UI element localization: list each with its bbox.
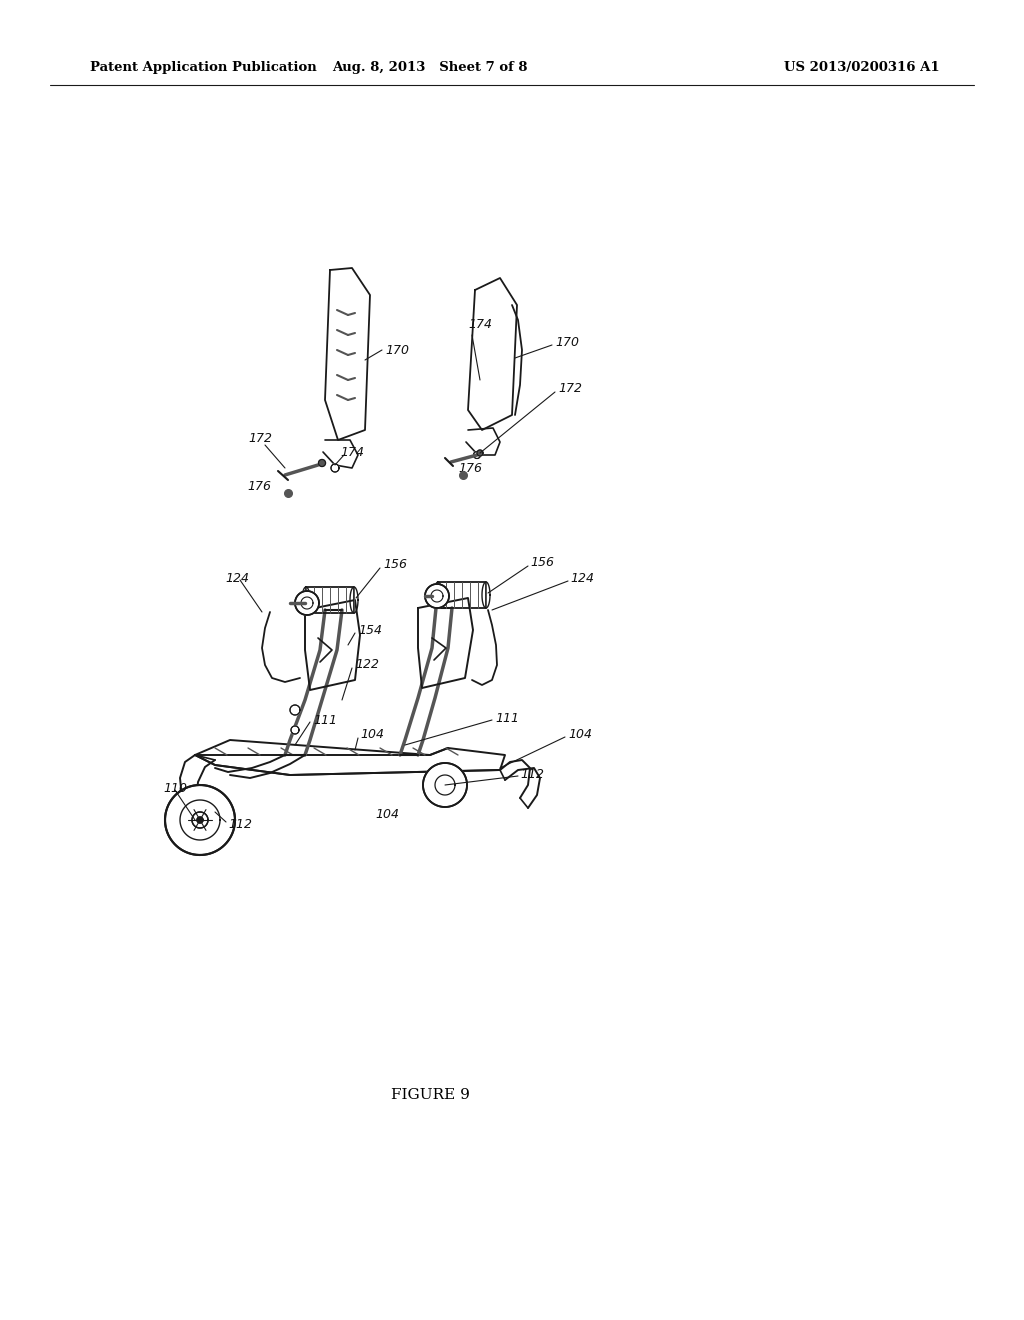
Text: 172: 172 — [558, 381, 582, 395]
Text: 154: 154 — [358, 623, 382, 636]
Polygon shape — [295, 591, 319, 615]
Polygon shape — [197, 817, 203, 822]
Text: 110: 110 — [163, 781, 187, 795]
Text: 176: 176 — [458, 462, 482, 474]
Text: 174: 174 — [468, 318, 492, 331]
Text: 104: 104 — [360, 729, 384, 742]
Polygon shape — [473, 451, 480, 458]
Text: 170: 170 — [555, 335, 579, 348]
Polygon shape — [291, 726, 299, 734]
Text: 172: 172 — [248, 432, 272, 445]
Text: 111: 111 — [495, 711, 519, 725]
Text: 170: 170 — [385, 343, 409, 356]
Text: 156: 156 — [383, 558, 407, 572]
Text: 104: 104 — [568, 729, 592, 742]
Text: 174: 174 — [340, 446, 364, 459]
Polygon shape — [477, 450, 483, 455]
Text: Patent Application Publication: Patent Application Publication — [90, 62, 316, 74]
Text: 104: 104 — [375, 808, 399, 821]
Polygon shape — [425, 583, 449, 609]
Text: 124: 124 — [570, 572, 594, 585]
Polygon shape — [423, 763, 467, 807]
Polygon shape — [331, 465, 339, 473]
Polygon shape — [290, 705, 300, 715]
Text: US 2013/0200316 A1: US 2013/0200316 A1 — [784, 62, 940, 74]
Polygon shape — [318, 459, 326, 466]
Text: 156: 156 — [530, 557, 554, 569]
Text: 112: 112 — [520, 768, 544, 781]
Text: 176: 176 — [247, 480, 271, 494]
Text: 122: 122 — [355, 659, 379, 672]
Text: 111: 111 — [313, 714, 337, 726]
Text: Aug. 8, 2013   Sheet 7 of 8: Aug. 8, 2013 Sheet 7 of 8 — [332, 62, 527, 74]
Polygon shape — [193, 812, 208, 828]
Polygon shape — [165, 785, 234, 855]
Text: 112: 112 — [228, 818, 252, 832]
Text: FIGURE 9: FIGURE 9 — [390, 1088, 469, 1102]
Text: 124: 124 — [225, 572, 249, 585]
